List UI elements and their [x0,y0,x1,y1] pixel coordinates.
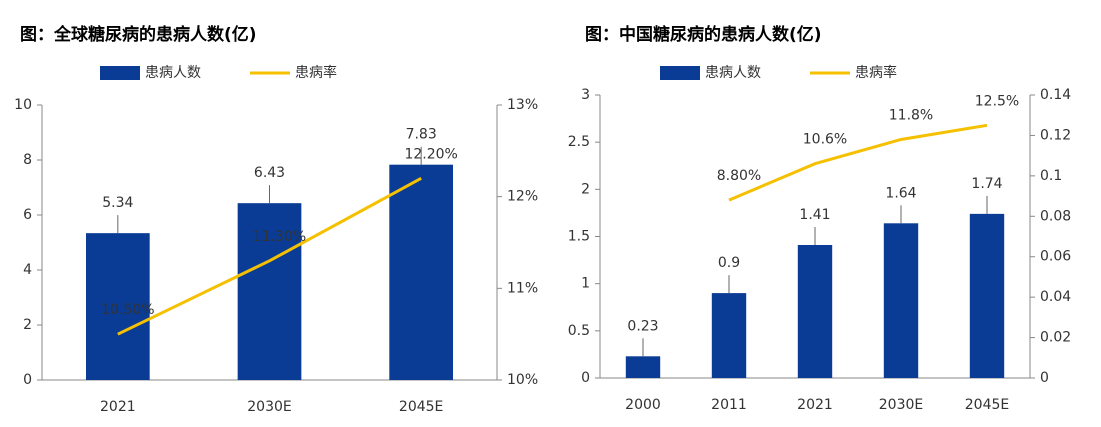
x-tick-label: 2021 [797,397,833,413]
line-value-label: 10.50% [101,302,154,318]
y-tick-label: 0.5 [568,323,590,339]
y2-tick-label: 0.1 [1040,168,1062,184]
line-value-label: 11.30% [253,229,306,245]
chart-title: 图：全球糖尿病的患病人数(亿) [20,24,257,45]
bar [711,293,747,378]
y2-tick-label: 11% [507,280,538,296]
legend-label: 患病人数 [705,65,761,81]
bar-value-label: 0.23 [627,318,658,334]
bar [389,164,454,380]
bar-value-label: 1.64 [885,185,916,201]
y-tick-label: 3 [581,87,590,103]
bar-value-label: 6.43 [254,165,285,181]
line [117,177,422,336]
line-value-label: 10.6% [803,132,847,148]
y-tick-label: 2.5 [568,134,590,150]
chart-title: 图：中国糖尿病的患病人数(亿) [585,24,822,45]
legend-swatch [100,66,140,80]
y2-tick-label: 0 [1040,370,1049,386]
y2-tick-label: 0.12 [1040,127,1071,143]
x-tick-label: 2045E [965,397,1009,413]
line-value-label: 12.20% [404,146,457,162]
bar-value-label: 7.83 [406,127,437,143]
y2-tick-label: 0.14 [1040,87,1071,103]
y2-tick-label: 12% [507,189,538,205]
y2-tick-label: 10% [507,372,538,388]
y2-tick-label: 0.02 [1040,330,1071,346]
y-tick-label: 1.5 [568,229,590,245]
x-tick-label: 2000 [625,397,661,413]
bar [969,213,1005,378]
legend-swatch [660,66,700,80]
bar-value-label: 1.74 [971,176,1002,192]
y-tick-label: 2 [581,181,590,197]
line-value-label: 8.80% [717,168,761,184]
legend-label: 患病率 [855,64,897,81]
y2-tick-label: 0.04 [1040,289,1071,305]
y-tick-label: 1 [581,276,590,292]
y-tick-label: 0 [581,370,590,386]
legend-label: 患病人数 [145,65,201,81]
y2-tick-label: 0.08 [1040,208,1071,224]
legend-label: 患病率 [295,64,337,81]
x-tick-label: 2045E [399,399,443,415]
y-tick-label: 10 [14,97,32,113]
bar-value-label: 1.41 [799,207,830,223]
x-tick-label: 2011 [711,397,747,413]
y-tick-label: 4 [23,262,32,278]
y2-tick-label: 0.06 [1040,249,1071,265]
y2-tick-label: 13% [507,97,538,113]
bar [85,233,150,380]
bar [797,244,833,378]
bar-value-label: 5.34 [102,195,133,211]
y-tick-label: 0 [23,372,32,388]
y-tick-label: 8 [23,152,32,168]
bar [883,223,919,378]
line-value-label: 12.5% [975,93,1019,109]
x-tick-label: 2030E [247,399,291,415]
x-tick-label: 2030E [879,397,923,413]
line-value-label: 11.8% [889,107,933,123]
x-tick-label: 2021 [100,399,136,415]
bar [625,356,661,378]
line [728,123,988,202]
bar-value-label: 0.9 [718,255,740,271]
y-tick-label: 2 [23,317,32,333]
y-tick-label: 6 [23,207,32,223]
bar [237,203,302,380]
